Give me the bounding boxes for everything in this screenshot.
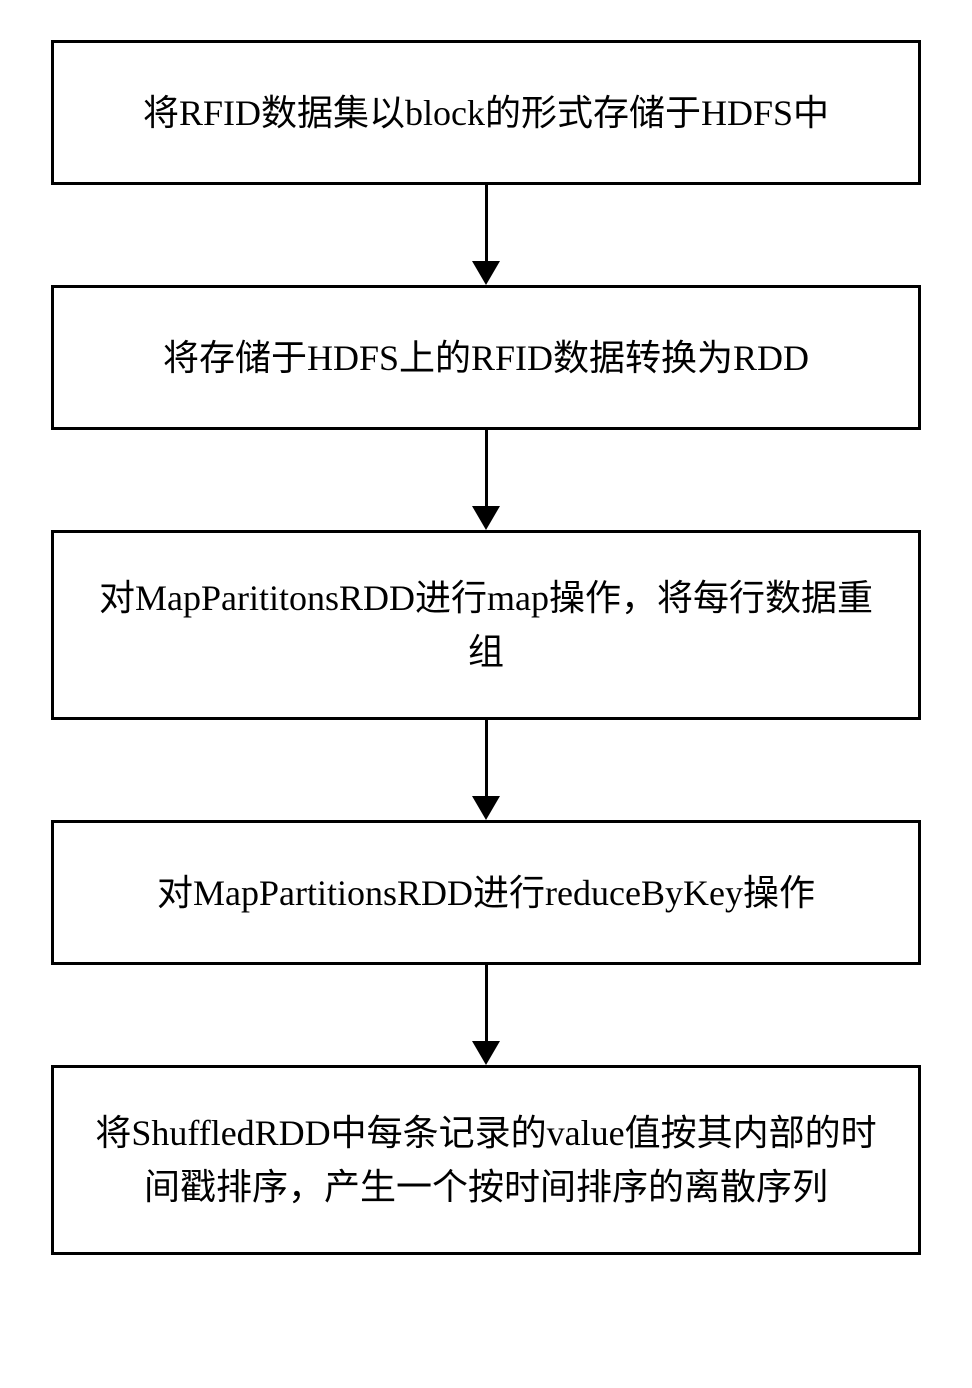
flowchart-node-4: 对MapPartitionsRDD进行reduceByKey操作 (51, 820, 921, 965)
arrow-4-to-5 (472, 965, 500, 1065)
arrow-line (485, 720, 488, 796)
flowchart-container: 将RFID数据集以block的形式存储于HDFS中 将存储于HDFS上的RFID… (50, 40, 922, 1255)
flowchart-node-1: 将RFID数据集以block的形式存储于HDFS中 (51, 40, 921, 185)
node-2-text: 将存储于HDFS上的RFID数据转换为RDD (163, 331, 809, 385)
arrow-head-icon (472, 261, 500, 285)
flowchart-node-5: 将ShuffledRDD中每条记录的value值按其内部的时间戳排序，产生一个按… (51, 1065, 921, 1255)
arrow-line (485, 185, 488, 261)
flowchart-node-2: 将存储于HDFS上的RFID数据转换为RDD (51, 285, 921, 430)
flowchart-node-3: 对MapParititonsRDD进行map操作，将每行数据重组 (51, 530, 921, 720)
arrow-line (485, 965, 488, 1041)
arrow-head-icon (472, 506, 500, 530)
node-5-text: 将ShuffledRDD中每条记录的value值按其内部的时间戳排序，产生一个按… (84, 1106, 888, 1214)
node-1-text: 将RFID数据集以block的形式存储于HDFS中 (143, 86, 829, 140)
node-4-text: 对MapPartitionsRDD进行reduceByKey操作 (157, 866, 815, 920)
arrow-2-to-3 (472, 430, 500, 530)
node-3-text: 对MapParititonsRDD进行map操作，将每行数据重组 (84, 571, 888, 679)
arrow-head-icon (472, 796, 500, 820)
arrow-3-to-4 (472, 720, 500, 820)
arrow-head-icon (472, 1041, 500, 1065)
arrow-1-to-2 (472, 185, 500, 285)
arrow-line (485, 430, 488, 506)
